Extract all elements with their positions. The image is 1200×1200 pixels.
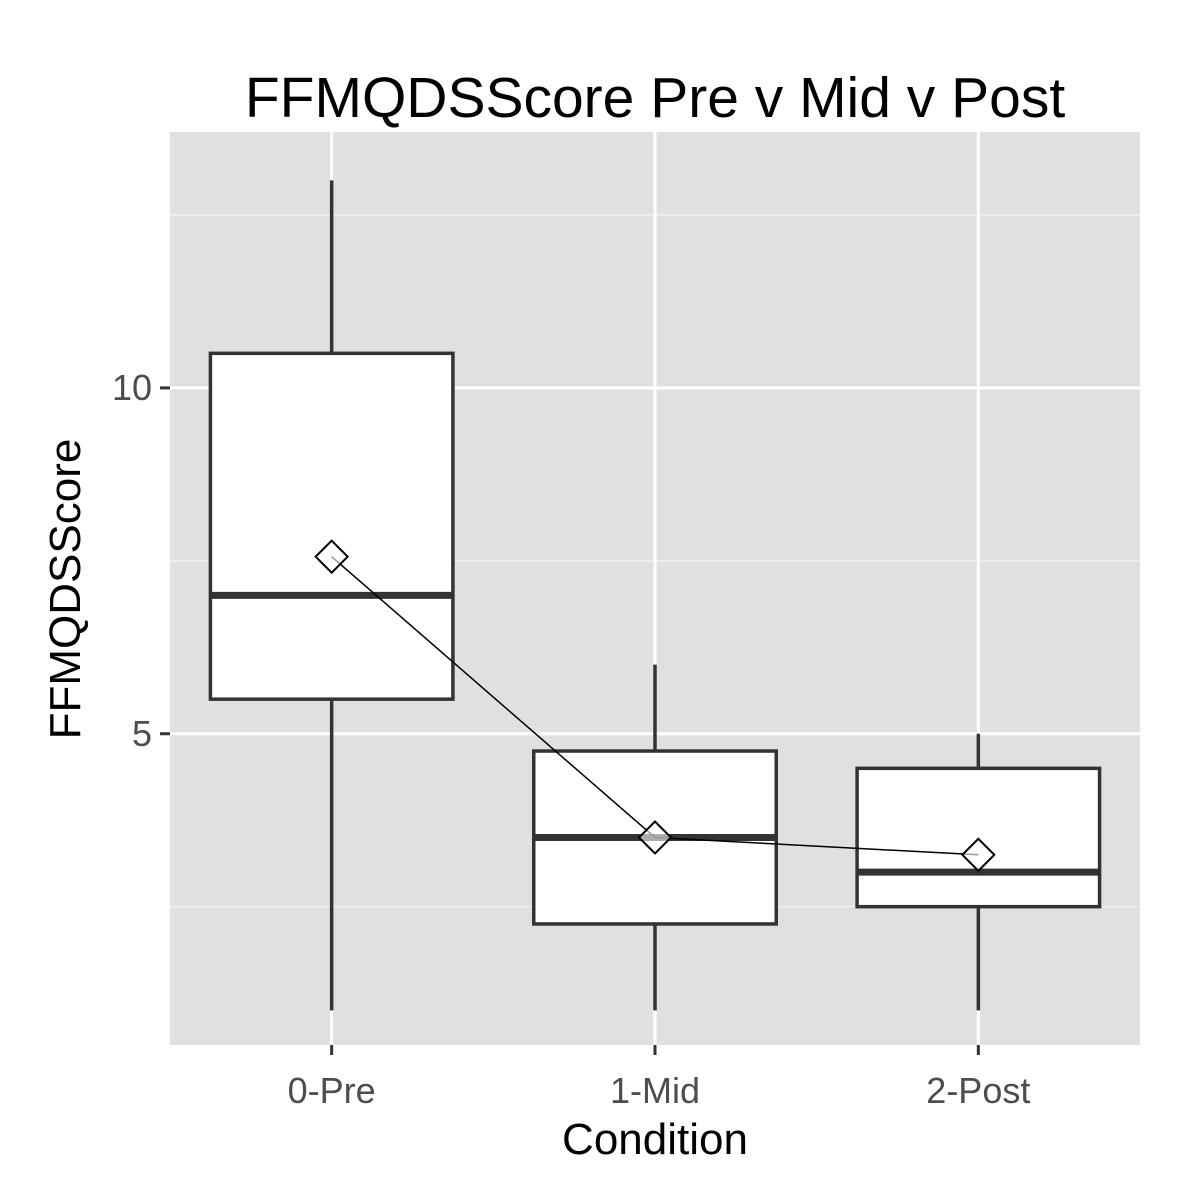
x-tick-label: 2-Post — [926, 1070, 1030, 1111]
y-axis-title: FFMQDSScore — [41, 439, 90, 740]
x-axis-title: Condition — [562, 1115, 748, 1164]
mean-markers — [314, 539, 996, 873]
box — [208, 351, 455, 701]
mean-marker — [637, 820, 673, 855]
x-axis: 0-Pre 1-Mid 2-Post — [288, 1045, 1030, 1111]
chart-title: FFMQDSScore Pre v Mid v Post — [245, 66, 1065, 130]
x-tick-label: 0-Pre — [288, 1070, 376, 1111]
box-group — [208, 180, 455, 1011]
y-tick-label: 10 — [112, 367, 152, 408]
y-tick-label: 5 — [132, 713, 152, 754]
mean-marker — [314, 539, 350, 575]
x-tick-label: 1-Mid — [610, 1070, 700, 1111]
mean-marker — [960, 837, 996, 873]
y-axis: 5 10 — [112, 367, 170, 754]
